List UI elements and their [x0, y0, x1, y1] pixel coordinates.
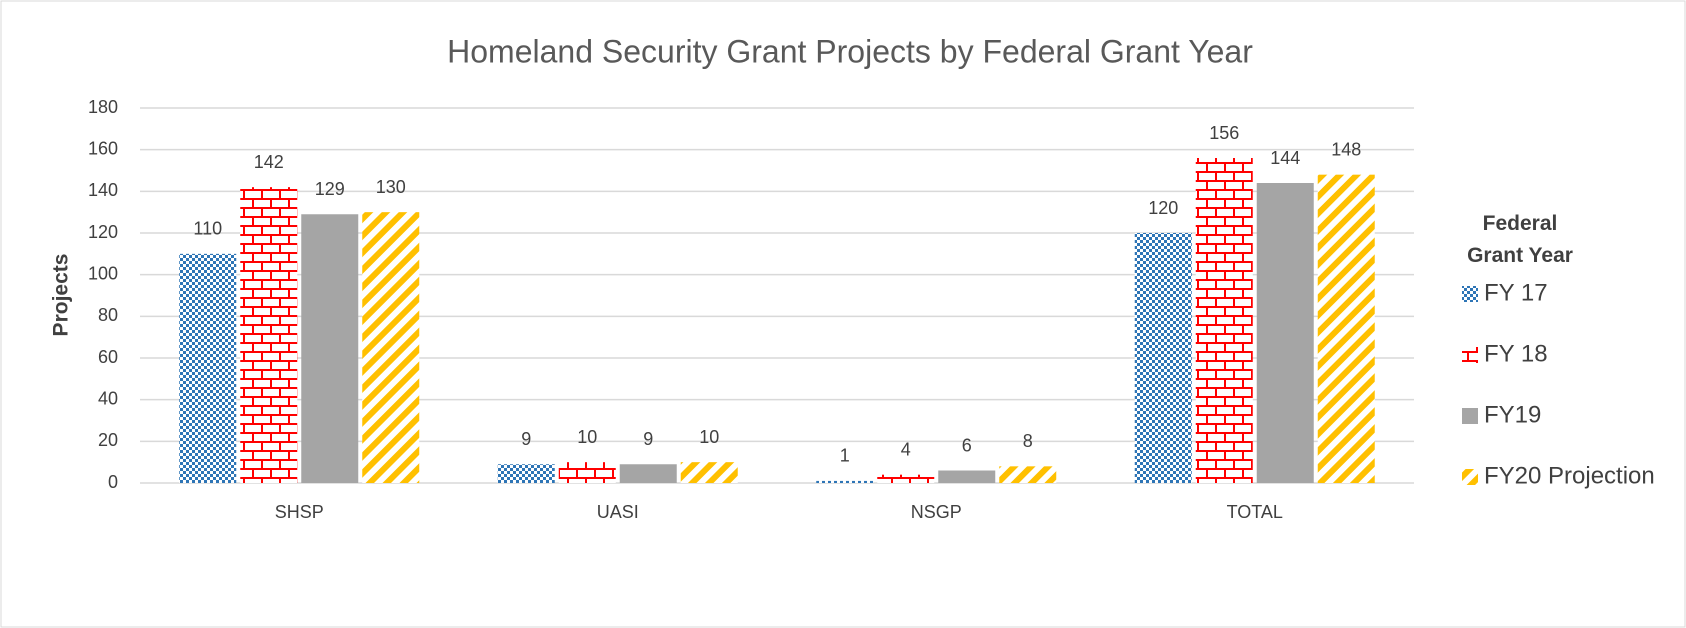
bar — [680, 462, 738, 483]
bar — [1317, 174, 1375, 483]
bar — [362, 212, 420, 483]
y-tick-label: 80 — [98, 305, 118, 325]
value-label: 10 — [699, 427, 719, 447]
legend-swatch — [1462, 286, 1478, 302]
y-tick-label: 60 — [98, 347, 118, 367]
y-tick-label: 100 — [88, 263, 118, 283]
bar — [179, 253, 237, 483]
x-tick-label: TOTAL — [1227, 502, 1283, 522]
y-tick-label: 40 — [98, 388, 118, 408]
y-tick-label: 160 — [88, 138, 118, 158]
legend-swatch — [1462, 347, 1478, 363]
legend-label: FY19 — [1484, 401, 1541, 428]
y-tick-label: 0 — [108, 472, 118, 492]
value-label: 4 — [901, 439, 911, 459]
bar — [877, 474, 935, 483]
legend-label: FY 18 — [1484, 340, 1548, 367]
value-label: 9 — [521, 429, 531, 449]
x-tick-label: UASI — [597, 502, 639, 522]
y-tick-label: 20 — [98, 430, 118, 450]
value-label: 144 — [1270, 148, 1300, 168]
bar — [999, 466, 1057, 483]
value-label: 148 — [1331, 139, 1361, 159]
legend-swatch — [1462, 408, 1478, 424]
value-label: 10 — [577, 427, 597, 447]
bar — [558, 462, 616, 483]
bar — [1195, 158, 1253, 483]
bar — [816, 480, 874, 483]
x-tick-label: NSGP — [911, 502, 962, 522]
bar — [497, 464, 555, 483]
y-axis-label: Projects — [50, 254, 73, 337]
value-label: 120 — [1148, 198, 1178, 218]
value-label: 110 — [193, 219, 222, 239]
chart-title: Homeland Security Grant Projects by Fede… — [447, 33, 1253, 69]
value-label: 142 — [254, 152, 284, 172]
value-label: 156 — [1209, 123, 1239, 143]
bar — [240, 187, 298, 483]
legend-swatch — [1462, 469, 1478, 485]
y-tick-label: 120 — [88, 222, 118, 242]
x-tick-label: SHSP — [275, 502, 324, 522]
value-label: 8 — [1023, 431, 1033, 451]
value-label: 1 — [840, 446, 850, 466]
y-tick-label: 140 — [88, 180, 118, 200]
bar — [1134, 233, 1192, 483]
bar — [619, 464, 677, 483]
bar — [301, 214, 359, 483]
value-label: 129 — [315, 179, 345, 199]
legend-title: Federal Grant Year — [1467, 212, 1573, 267]
value-label: 9 — [643, 429, 653, 449]
legend-label: FY 17 — [1484, 279, 1548, 306]
value-label: 130 — [376, 177, 406, 197]
legend-label: FY20 Projection — [1484, 462, 1655, 489]
value-label: 6 — [962, 435, 972, 455]
bar — [1256, 183, 1314, 483]
y-tick-label: 180 — [88, 97, 118, 117]
bar — [938, 470, 996, 483]
